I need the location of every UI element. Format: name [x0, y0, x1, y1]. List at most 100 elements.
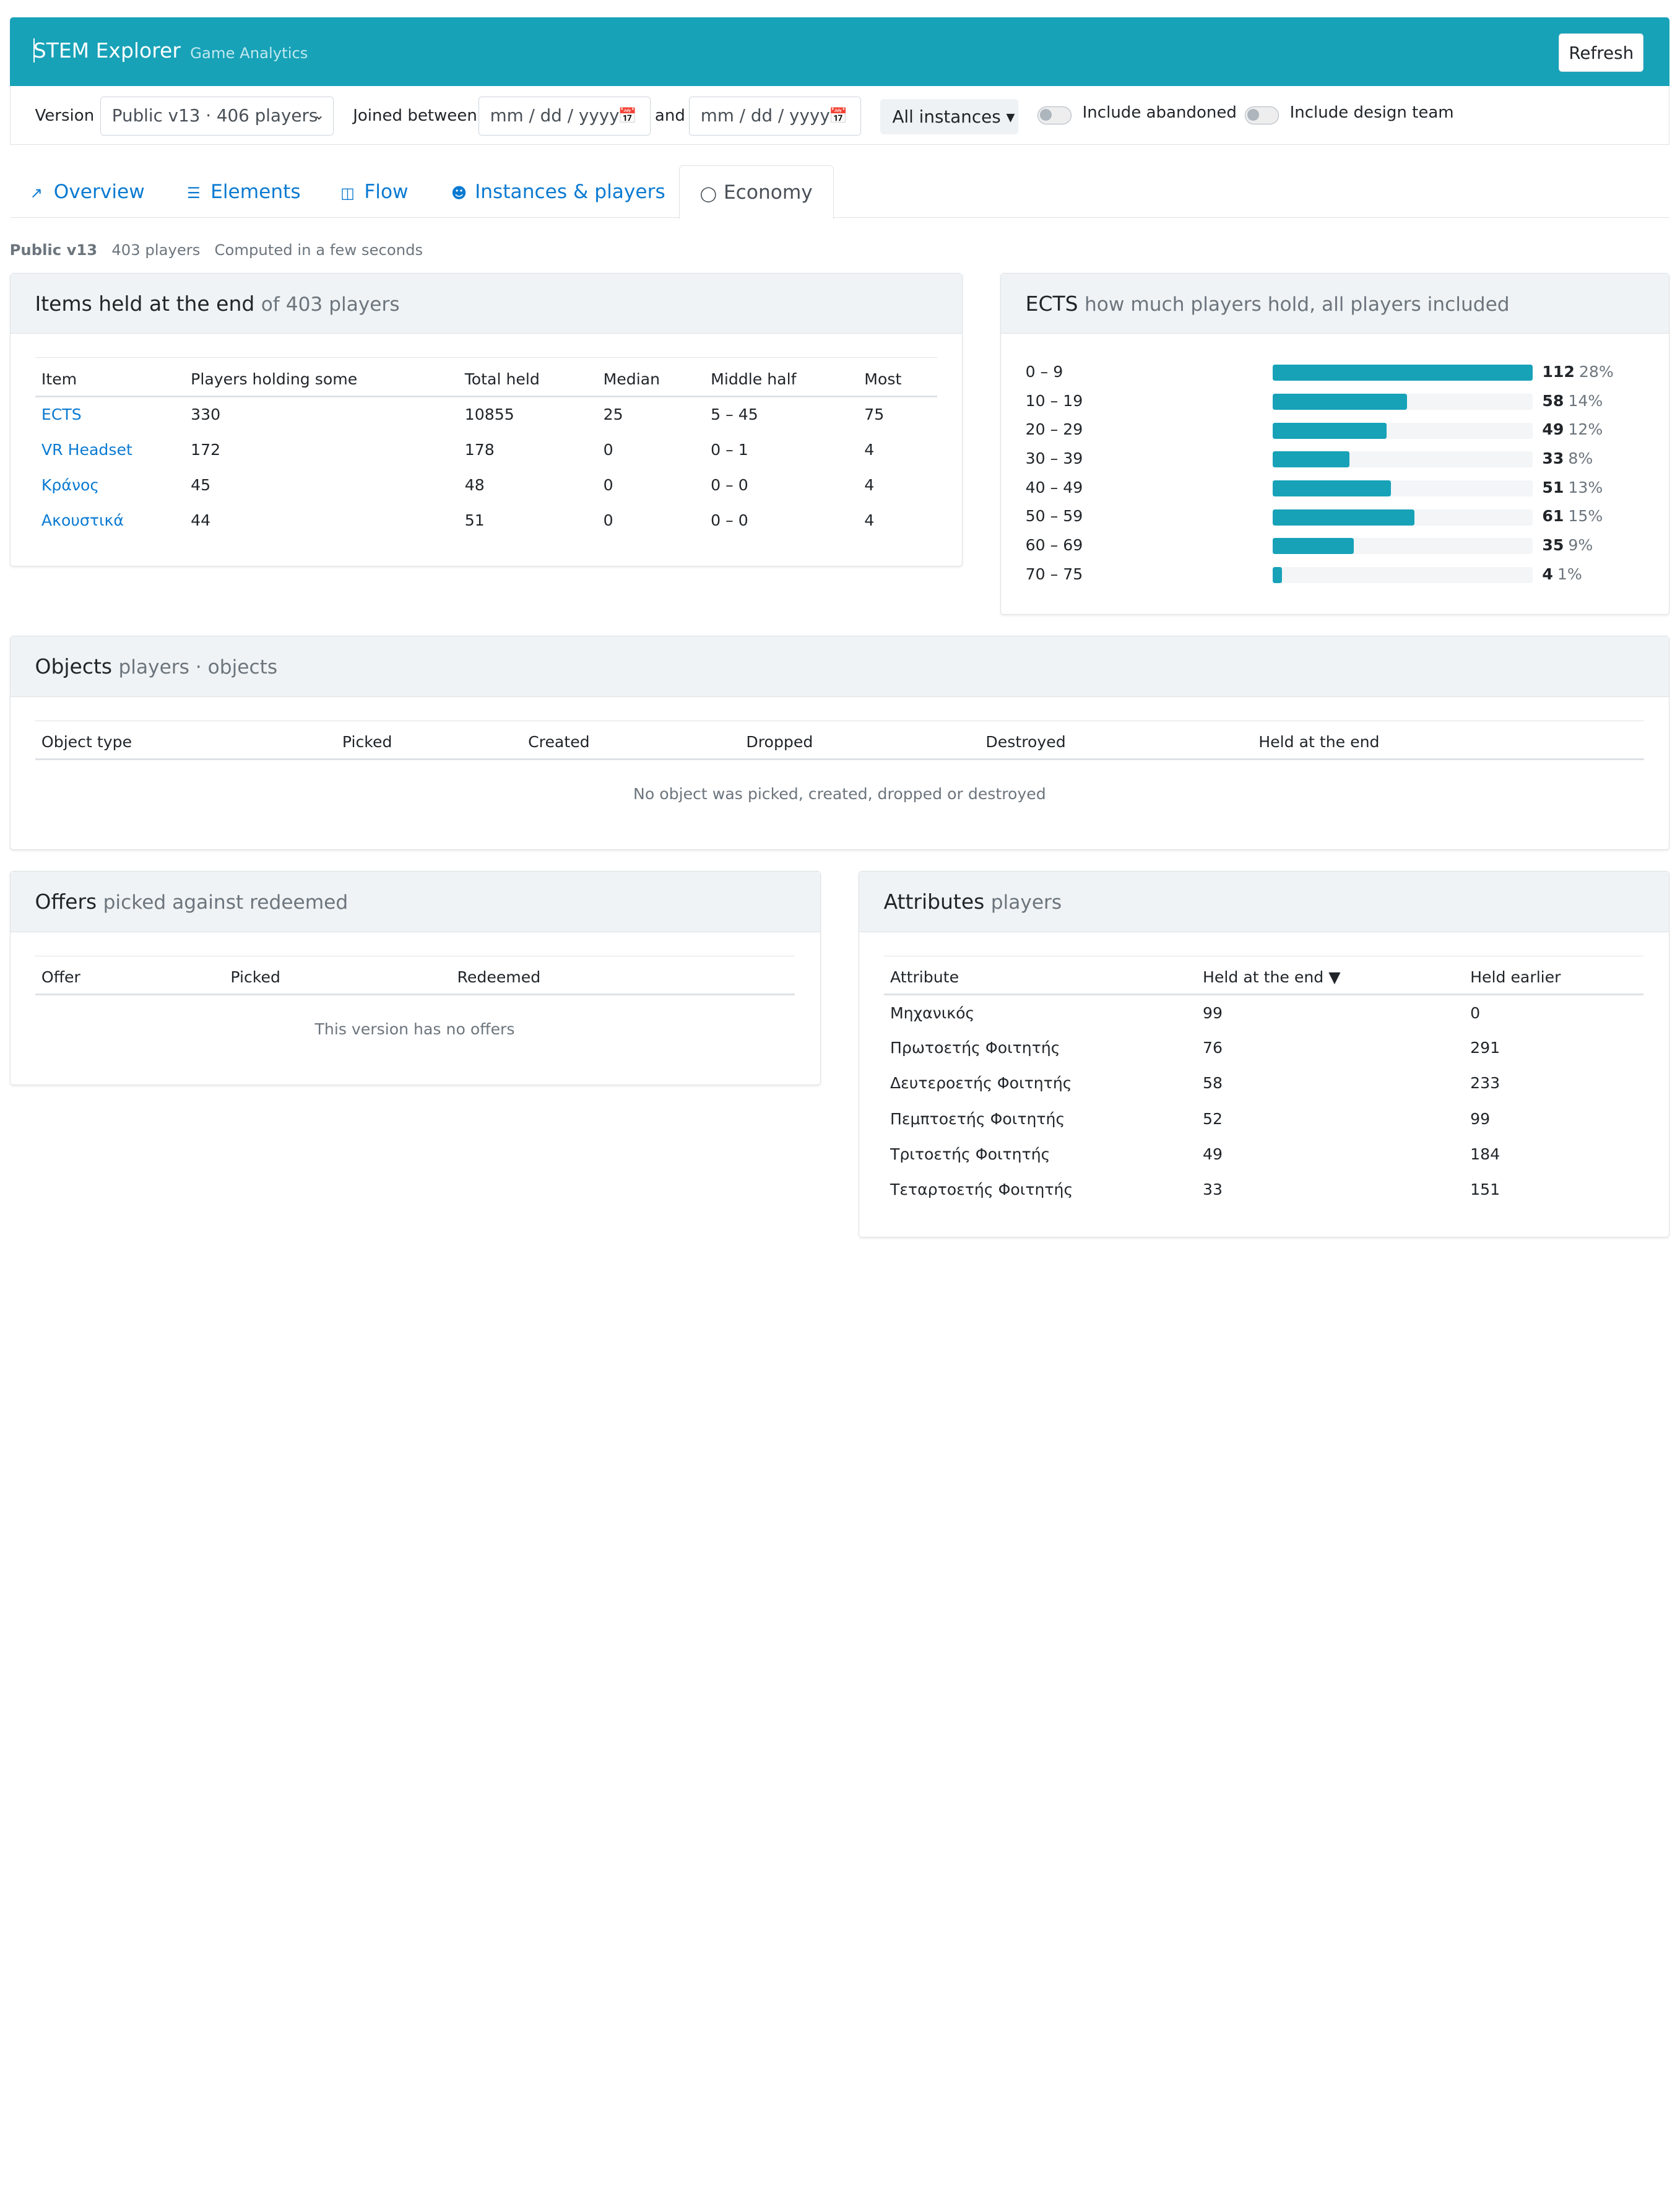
bin-label: 70 – 75 — [1025, 565, 1083, 583]
bin-percent: 15% — [1568, 507, 1603, 526]
instances-dropdown[interactable]: All instances ▾ — [880, 98, 1018, 134]
chart-line-icon: ↗ — [30, 184, 43, 202]
tab-economy[interactable]: ◯ Economy — [678, 165, 834, 220]
table-cell: 4 — [864, 440, 875, 459]
app-title[interactable]: STEM Explorer — [33, 38, 181, 63]
date-to-input[interactable]: mm / dd / yyyy 📅 — [689, 97, 862, 136]
attributes-card-subtitle: players — [990, 891, 1062, 914]
table-cell: 151 — [1470, 1180, 1500, 1199]
bin-count: 49 — [1542, 420, 1564, 439]
item-link[interactable]: VR Headset — [41, 440, 132, 459]
column-header: Held at the end — [1252, 720, 1645, 761]
objects-card-subtitle: players · objects — [118, 656, 278, 679]
objects-empty-message: No object was picked, created, dropped o… — [633, 784, 1046, 803]
table-row: ECTS 330 10855 25 5 – 45 75 — [35, 396, 938, 431]
items-card-header: Items held at the end of 403 players — [10, 273, 962, 334]
tab-overview-label: Overview — [53, 181, 145, 204]
design-team-toggle-label[interactable]: Include design team — [1289, 103, 1454, 122]
bin-count-label: 58 14% — [1542, 392, 1603, 410]
date-from-placeholder: mm / dd / yyyy — [490, 105, 620, 126]
table-cell: 75 — [864, 405, 885, 424]
histogram-row: 60 – 69 35 9% — [1026, 531, 1660, 560]
table-cell: 10855 — [464, 405, 514, 424]
design-team-toggle[interactable] — [1244, 106, 1279, 125]
refresh-button[interactable]: Refresh — [1559, 33, 1644, 72]
table-cell: 45 — [191, 475, 211, 494]
tab-overview[interactable]: ↗ Overview — [30, 165, 145, 218]
bin-label: 0 – 9 — [1025, 362, 1063, 381]
bar-track — [1272, 509, 1533, 526]
table-cell: 99 — [1202, 1003, 1223, 1022]
bin-count-label: 33 8% — [1542, 449, 1593, 467]
column-header: Created — [521, 720, 740, 761]
item-link[interactable]: Ακουστικά — [41, 511, 124, 530]
table-row: Πεμπτοετής Φοιτητής 52 99 — [884, 1101, 1643, 1137]
table-header-row: Attribute Held at the end ▼ Held earlier — [883, 955, 1643, 996]
offers-empty-message: This version has no offers — [314, 1020, 515, 1038]
table-header-row: Object type Picked Created Dropped Destr… — [35, 720, 1645, 761]
column-header: Object type — [35, 720, 336, 761]
bar-track — [1272, 422, 1533, 439]
table-cell: Πρωτοετής Φοιτητής — [890, 1039, 1060, 1057]
offers-card-header: Offers picked against redeemed — [10, 872, 820, 932]
bin-percent: 9% — [1568, 535, 1593, 554]
table-cell: 51 — [464, 511, 485, 530]
tab-bar: ↗ Overview ☰ Elements ◫ Flow ☻ Instances & p… — [9, 165, 1669, 220]
column-header: Most — [857, 357, 938, 397]
bin-count-label: 35 9% — [1542, 536, 1593, 554]
table-cell: Δευτεροετής Φοιτητής — [890, 1074, 1072, 1093]
filter-bar: Version Public v13 · 406 players ⌄ Joine… — [9, 85, 1669, 145]
table-cell: 291 — [1470, 1039, 1500, 1057]
sort-column-header[interactable]: Held at the end ▼ — [1196, 955, 1464, 996]
ects-card-subtitle: how much players hold, all players inclu… — [1084, 293, 1510, 316]
column-header: Offer — [35, 955, 224, 996]
item-link[interactable]: ECTS — [41, 405, 82, 424]
bin-count-label: 4 1% — [1542, 565, 1582, 583]
column-header: Held earlier — [1463, 955, 1643, 996]
objects-card: Objects players · objects Object type Pic… — [9, 636, 1669, 850]
chevron-down-icon: ⌄ — [313, 108, 325, 123]
histogram-row: 70 – 75 4 1% — [1026, 560, 1660, 589]
histogram-bar — [1272, 422, 1387, 439]
items-card-subtitle: of 403 players — [261, 293, 400, 316]
table-cell: 44 — [191, 511, 211, 530]
bar-track — [1272, 538, 1533, 555]
date-from-input[interactable]: mm / dd / yyyy 📅 — [478, 97, 651, 136]
bin-label: 20 – 29 — [1025, 420, 1083, 439]
items-table: Item Players holding some Total held Med… — [35, 357, 938, 538]
table-cell: 0 — [603, 440, 613, 459]
bin-label: 50 – 59 — [1025, 507, 1083, 526]
bin-percent: 14% — [1568, 391, 1603, 410]
toggle-knob — [1040, 109, 1052, 121]
piggy-bank-icon: ◯ — [699, 184, 717, 203]
objects-table: Object type Picked Created Dropped Destr… — [35, 720, 1645, 761]
tab-elements[interactable]: ☰ Elements — [187, 165, 301, 218]
calendar-icon[interactable]: 📅 — [618, 106, 638, 125]
bin-count-label: 112 28% — [1542, 363, 1613, 381]
tab-instances-players-label: Instances & players — [475, 181, 665, 204]
bin-count: 51 — [1542, 478, 1564, 496]
table-cell: 48 — [464, 475, 485, 494]
attributes-card-header: Attributes players — [859, 872, 1669, 932]
items-held-card: Items held at the end of 403 players Item… — [9, 272, 963, 566]
table-cell: 0 – 0 — [711, 475, 748, 494]
offers-card-title: Offers — [35, 890, 97, 914]
abandoned-toggle[interactable] — [1037, 106, 1072, 125]
version-select[interactable]: Public v13 · 406 players ⌄ — [100, 97, 334, 136]
calendar-icon[interactable]: 📅 — [829, 106, 848, 125]
table-cell: 5 – 45 — [711, 405, 758, 424]
table-cell: 0 – 0 — [711, 511, 748, 530]
column-header: Attribute — [883, 955, 1197, 996]
bar-track — [1272, 451, 1533, 468]
objects-card-header: Objects players · objects — [10, 636, 1669, 697]
tab-flow[interactable]: ◫ Flow — [340, 165, 408, 218]
item-link[interactable]: Κράνος — [41, 475, 100, 494]
tab-instances-players[interactable]: ☻ Instances & players — [451, 165, 665, 218]
page-root: STEM Explorer Game Analytics Refresh Ver… — [9, 17, 1669, 1238]
column-header: Destroyed — [979, 720, 1252, 761]
histogram-row: 30 – 39 33 8% — [1026, 444, 1660, 473]
users-icon: ☻ — [451, 184, 467, 202]
histogram-bar — [1272, 480, 1392, 497]
table-cell: 0 — [603, 511, 613, 530]
abandoned-toggle-label[interactable]: Include abandoned — [1082, 103, 1237, 122]
